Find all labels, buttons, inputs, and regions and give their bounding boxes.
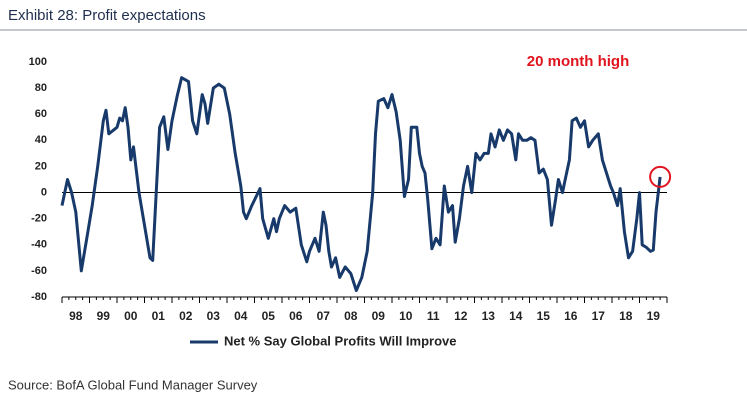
y-tick-label: 40 (35, 134, 47, 146)
x-tick-label: 06 (289, 309, 303, 323)
y-tick-label: 60 (35, 108, 47, 120)
x-tick-label: 18 (619, 309, 633, 323)
series-line (60, 76, 662, 292)
x-tick-label: 19 (647, 309, 661, 323)
x-tick-label: 15 (537, 309, 551, 323)
x-tick-label: 04 (234, 309, 248, 323)
y-tick-label: -60 (31, 265, 47, 277)
x-tick-label: 03 (207, 309, 221, 323)
x-tick-label: 08 (344, 309, 358, 323)
x-tick-label: 12 (454, 309, 468, 323)
x-tick-label: 02 (179, 309, 193, 323)
y-tick-label: 0 (41, 186, 47, 198)
x-tick-label: 05 (262, 309, 276, 323)
x-tick-label: 09 (372, 309, 386, 323)
x-tick-label: 07 (317, 309, 331, 323)
source: Source: BofA Global Fund Manager Survey (8, 377, 258, 392)
y-tick-label: 100 (29, 56, 47, 68)
x-tick-label: 00 (124, 309, 138, 323)
x-tick-label: 99 (97, 309, 111, 323)
y-tick-label: -20 (31, 213, 47, 225)
y-tick-label: 20 (35, 160, 47, 172)
y-tick-label: -80 (31, 291, 47, 303)
y-tick-label: -40 (31, 239, 47, 251)
highlight-circle (649, 165, 672, 188)
annotation: 20 month high (527, 53, 630, 70)
x-tick-label: 98 (69, 309, 83, 323)
chart-title: Exhibit 28: Profit expectations (8, 7, 206, 24)
legend-label: Net % Say Global Profits Will Improve (224, 333, 457, 348)
x-tick-label: 01 (152, 309, 166, 323)
x-tick-label: 14 (509, 309, 523, 323)
x-tick-label: 16 (564, 309, 578, 323)
x-tick-label: 17 (592, 309, 606, 323)
x-tick-label: 10 (399, 309, 413, 323)
x-tick-label: 13 (482, 309, 496, 323)
y-tick-label: 80 (35, 82, 47, 94)
x-tick-label: 11 (427, 309, 440, 323)
